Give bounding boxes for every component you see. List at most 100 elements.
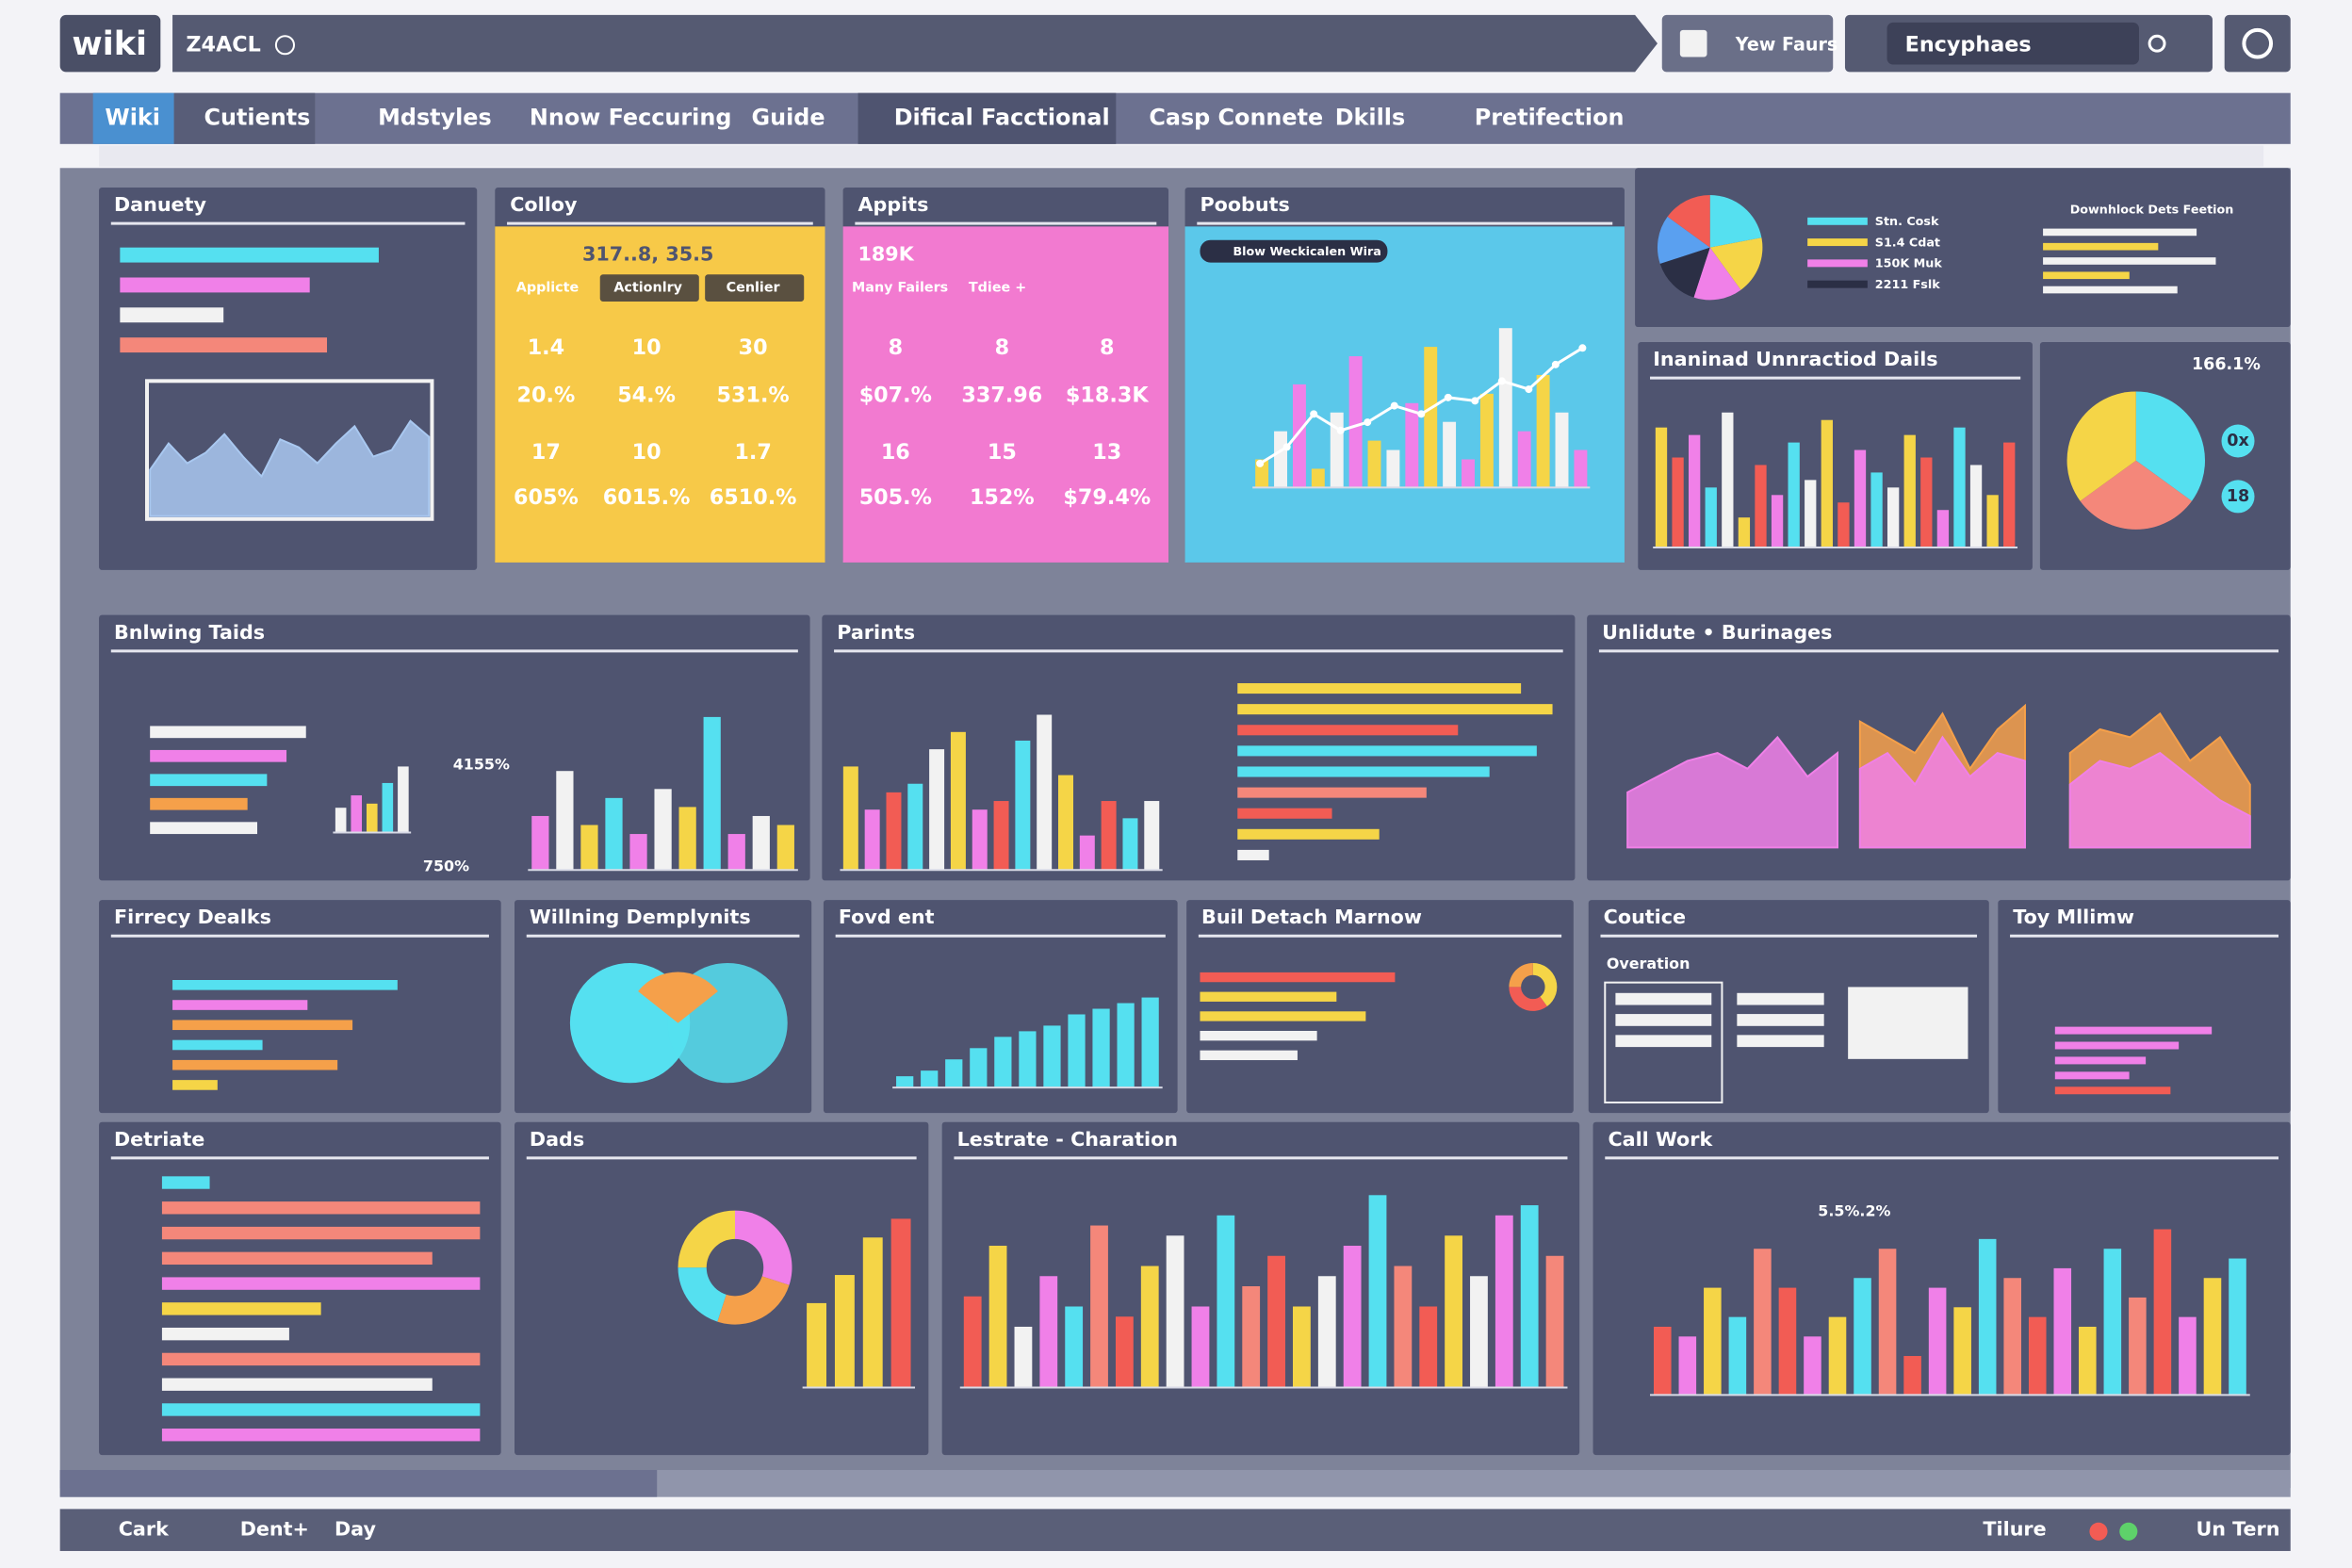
- area: [2068, 751, 2251, 849]
- bar: [1015, 740, 1031, 871]
- logo-box: [59, 14, 161, 73]
- nav-tab[interactable]: Casp Connete: [1149, 104, 1323, 130]
- nav-tab[interactable]: Wiki: [105, 104, 160, 130]
- bar: [993, 801, 1009, 871]
- annotation: 5.5%.2%: [1818, 1202, 1890, 1220]
- table-cell: 10: [632, 440, 662, 465]
- bar: [972, 809, 988, 871]
- bar: [1443, 421, 1457, 488]
- area: [1858, 735, 2026, 849]
- slice: [1657, 216, 1710, 264]
- breadcrumb[interactable]: Z4ACL: [186, 32, 260, 57]
- bar: [1672, 457, 1684, 548]
- bar: [172, 1080, 218, 1090]
- area: [1626, 735, 1838, 849]
- bar: [1788, 442, 1800, 548]
- nav-tab[interactable]: Pretifection: [1475, 104, 1625, 130]
- footer-item[interactable]: Dent+: [240, 1518, 309, 1541]
- bar: [963, 1296, 982, 1388]
- bar: [864, 809, 880, 871]
- footer-item[interactable]: Tilure: [1983, 1518, 2046, 1541]
- slice: [2066, 391, 2136, 501]
- bar: [886, 792, 902, 871]
- table-cell: 152%: [970, 485, 1035, 510]
- nav-tab[interactable]: Cutients: [204, 104, 310, 130]
- bar: [1065, 1306, 1084, 1388]
- bar: [1394, 1266, 1413, 1388]
- bar: [1200, 1011, 1366, 1021]
- footer-item[interactable]: Cark: [119, 1518, 170, 1541]
- bar: [929, 749, 945, 871]
- bar: [776, 825, 794, 871]
- bar: [950, 731, 966, 871]
- legend-swatch: [1807, 280, 1868, 288]
- column-header: Many Failers: [852, 281, 948, 296]
- table-cell: 505.%: [859, 485, 932, 510]
- panel: [823, 900, 1178, 1114]
- bar: [1043, 1025, 1061, 1088]
- legend-swatch: [1807, 238, 1868, 247]
- panel: [99, 614, 810, 881]
- bar: [629, 834, 647, 871]
- bar: [161, 1378, 433, 1391]
- nav-tab[interactable]: Guide: [752, 104, 825, 130]
- bar: [1267, 1255, 1285, 1388]
- legend-item: 150K Muk: [1875, 257, 1943, 271]
- panel-title: Firrecy Dealks: [114, 906, 271, 928]
- bar: [1200, 972, 1396, 983]
- bar: [335, 808, 347, 833]
- legend-item: 2211 Fslk: [1875, 278, 1940, 292]
- breadcrumb-bar: [172, 14, 1658, 73]
- bar: [1479, 393, 1494, 488]
- bar: [1367, 440, 1381, 488]
- bar: [896, 1076, 914, 1088]
- bar: [842, 766, 858, 871]
- nav-tab[interactable]: Mdstyles: [378, 104, 492, 130]
- subtitle: Downhlock Dets Feetion: [2070, 203, 2234, 217]
- table-cell: 10: [632, 335, 662, 360]
- legend: Blow Weckicalen Wira: [1233, 245, 1380, 259]
- bar: [1445, 1235, 1462, 1388]
- tab-bg: [858, 92, 1117, 144]
- button-bg: [1661, 14, 1834, 73]
- bar: [1854, 1278, 1871, 1396]
- bar: [1771, 495, 1784, 548]
- bar: [1311, 468, 1325, 488]
- chart-frame: [145, 379, 434, 521]
- bar: [1754, 1249, 1772, 1396]
- bar: [161, 1302, 321, 1315]
- bar: [2054, 1041, 2180, 1050]
- bar: [1140, 1266, 1159, 1388]
- bar: [1424, 347, 1438, 488]
- point: [1417, 410, 1426, 418]
- scroll-thumb: [59, 1470, 658, 1497]
- bar: [1655, 427, 1668, 548]
- bar: [1536, 374, 1550, 488]
- bar: [2043, 286, 2178, 294]
- bar: [1654, 1326, 1672, 1396]
- table-cell: 6510.%: [710, 485, 797, 510]
- point: [1310, 410, 1318, 418]
- slice: [1667, 194, 1710, 248]
- bar: [531, 815, 549, 871]
- header-button[interactable]: Yew Faurs: [1735, 33, 1838, 55]
- info-line: [1737, 1035, 1824, 1048]
- search-input[interactable]: Encyphaes: [1905, 32, 2032, 57]
- bar: [1821, 419, 1833, 548]
- footer-item[interactable]: Un Tern: [2196, 1518, 2279, 1541]
- bar: [1343, 1246, 1362, 1388]
- bar: [1166, 1235, 1184, 1388]
- bar: [970, 1048, 988, 1088]
- slice: [1709, 237, 1763, 290]
- panel-title: Colloy: [510, 193, 578, 216]
- point: [1551, 360, 1560, 368]
- table-cell: 8: [1100, 335, 1115, 360]
- panel-title: Willning Demplynits: [530, 906, 751, 928]
- nav-tab[interactable]: Dkills: [1335, 104, 1405, 130]
- nav-tab[interactable]: Nnow Feccuring: [530, 104, 732, 130]
- footer-item[interactable]: Day: [335, 1518, 376, 1541]
- bar: [678, 807, 696, 871]
- nav-tab[interactable]: Difical Facctional: [894, 104, 1110, 130]
- logo[interactable]: wiki: [72, 24, 147, 63]
